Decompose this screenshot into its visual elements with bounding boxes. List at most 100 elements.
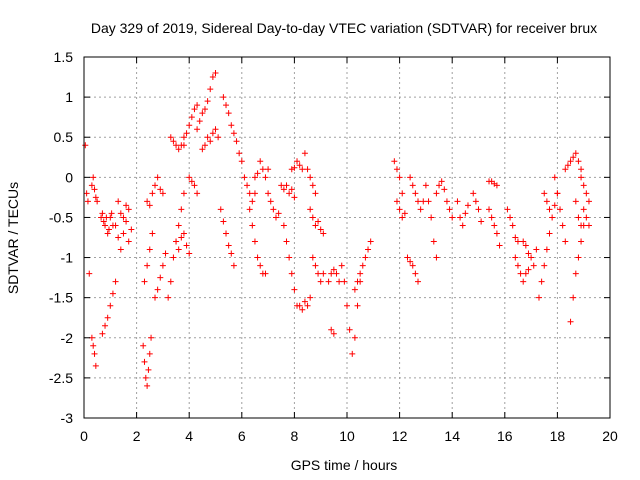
data-point xyxy=(393,198,400,205)
data-point xyxy=(367,238,374,245)
data-point xyxy=(283,238,290,245)
data-point xyxy=(186,174,193,181)
data-point xyxy=(102,222,109,229)
data-point xyxy=(412,270,419,277)
data-point xyxy=(493,230,500,237)
data-point xyxy=(167,134,174,141)
data-point xyxy=(351,286,358,293)
data-point xyxy=(99,330,106,337)
data-point xyxy=(194,190,201,197)
data-point xyxy=(583,190,590,197)
series-s25 xyxy=(278,182,298,201)
data-point xyxy=(309,214,316,221)
data-point xyxy=(241,174,248,181)
data-point xyxy=(446,206,453,213)
x-tick-label: 4 xyxy=(185,428,193,444)
data-point xyxy=(436,182,443,189)
data-point xyxy=(462,210,469,217)
data-point xyxy=(433,254,440,261)
series-s22 xyxy=(246,206,269,277)
data-point xyxy=(457,214,464,221)
data-point xyxy=(286,190,293,197)
data-point xyxy=(99,210,106,217)
data-point xyxy=(541,190,548,197)
data-point xyxy=(207,86,214,93)
data-point xyxy=(207,138,214,145)
data-point xyxy=(201,106,208,113)
data-point xyxy=(304,166,311,173)
data-point xyxy=(199,146,206,153)
data-point xyxy=(585,198,592,205)
data-point xyxy=(104,314,111,321)
data-point xyxy=(357,270,364,277)
data-point xyxy=(333,270,340,277)
series-s19 xyxy=(220,94,243,157)
data-point xyxy=(522,270,529,277)
data-point xyxy=(183,242,190,249)
data-point xyxy=(259,166,266,173)
data-point xyxy=(294,158,301,165)
data-point xyxy=(512,254,519,261)
data-point xyxy=(330,266,337,273)
data-point xyxy=(504,206,511,213)
data-point xyxy=(567,318,574,325)
data-point xyxy=(115,198,122,205)
data-point xyxy=(223,102,230,109)
data-point xyxy=(572,150,579,157)
data-point xyxy=(291,194,298,201)
data-point xyxy=(438,178,445,185)
data-point xyxy=(412,190,419,197)
data-point xyxy=(470,190,477,197)
data-point xyxy=(301,298,308,305)
series-s45 xyxy=(486,206,503,249)
y-tick-label: 0 xyxy=(65,169,73,185)
data-point xyxy=(409,182,416,189)
data-point xyxy=(551,202,558,209)
data-point xyxy=(257,262,264,269)
y-tick-label: 1.5 xyxy=(54,49,74,65)
data-point xyxy=(92,194,99,201)
data-point xyxy=(188,114,195,121)
series-s46 xyxy=(504,206,521,245)
data-point xyxy=(546,230,553,237)
data-point xyxy=(238,158,245,165)
series-s17 xyxy=(194,70,219,133)
data-point xyxy=(399,214,406,221)
data-point xyxy=(407,174,414,181)
data-point xyxy=(249,222,256,229)
data-point xyxy=(554,190,561,197)
data-point xyxy=(359,262,366,269)
data-point xyxy=(157,274,164,281)
data-point xyxy=(251,238,258,245)
data-point xyxy=(538,278,545,285)
data-point xyxy=(549,214,556,221)
series-s9 xyxy=(141,230,156,285)
data-point xyxy=(223,230,230,237)
data-point xyxy=(472,198,479,205)
x-tick-label: 18 xyxy=(550,428,566,444)
data-point xyxy=(175,246,182,253)
series-s37 xyxy=(393,198,408,221)
data-point xyxy=(525,250,532,257)
data-point xyxy=(570,154,577,161)
data-point xyxy=(454,198,461,205)
data-point xyxy=(578,222,585,229)
series-s53 xyxy=(567,222,587,325)
data-point xyxy=(180,134,187,141)
series-s52 xyxy=(562,150,585,173)
x-tick-label: 0 xyxy=(80,428,88,444)
data-point xyxy=(354,278,361,285)
data-point xyxy=(92,362,99,369)
data-point xyxy=(170,138,177,145)
data-point xyxy=(315,270,322,277)
data-point xyxy=(509,222,516,229)
series-s5 xyxy=(99,278,119,337)
data-point xyxy=(409,262,416,269)
data-point xyxy=(325,278,332,285)
series-s40 xyxy=(422,182,440,261)
series-s18 xyxy=(199,126,222,153)
data-point xyxy=(583,214,590,221)
data-point xyxy=(145,366,152,373)
data-point xyxy=(533,246,540,253)
data-point xyxy=(396,206,403,213)
